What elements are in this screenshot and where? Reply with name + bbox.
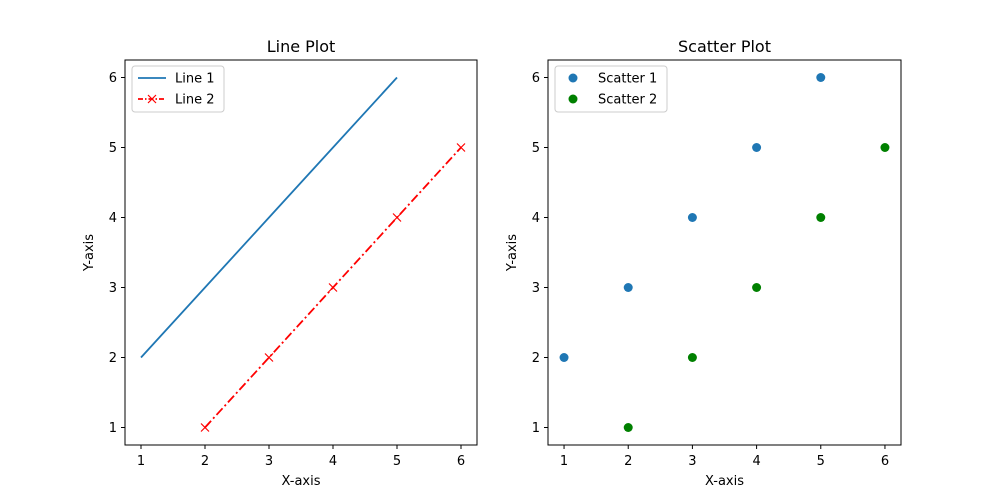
line-2-point-marker [328,283,338,292]
line-1-legend-label: Line 1 [175,72,215,87]
line-plot-x-tick-label: 1 [137,454,145,469]
scatter-1-point [752,143,762,152]
scatter-1-point [623,283,633,292]
line-2-point-marker [456,143,466,152]
scatter-plot-panel: Scatter Plot X-axis Y-axis 1 2 3 4 5 6 1 2 3 4 5 6 Scat… [505,37,902,489]
line-plot-x-tick-label: 3 [265,454,273,469]
scatter-plot-y-axis-label: Y-axis [505,234,520,272]
line-plot-x-tick-label: 5 [393,454,401,469]
line-plot-title: Line Plot [267,37,336,56]
line-2-point-marker [200,423,210,432]
scatter-plot-axes-frame [547,59,902,446]
scatter-1-point [559,353,569,362]
scatter-plot-x-tick-label: 5 [817,454,825,469]
scatter-1-legend-swatch [568,73,578,83]
line-1-line [140,76,398,359]
scatter-plot-x-tick-label: 1 [560,454,568,469]
line-2-legend-marker [147,94,157,104]
scatter-1-point [816,73,826,82]
scatter-plot-x-tick-label: 6 [881,454,889,469]
scatter-plot-y-tick-label: 3 [532,281,540,296]
line-plot-y-tick-label: 4 [109,211,117,226]
line-plot-y-axis-label: Y-axis [82,234,97,272]
line-plot-y-tick-label: 3 [109,281,117,296]
line-plot-y-tick-label: 6 [109,71,117,86]
scatter-plot-y-tick-label: 2 [532,351,540,366]
line-plot-panel: Line Plot X-axis Y-axis 1 2 3 4 5 6 1 2 3 4 5 6 Line 1 L… [82,37,478,489]
scatter-plot-y-tick-label: 5 [532,141,540,156]
scatter-2-point [816,213,826,222]
line-plot-y-tick-label: 5 [109,141,117,156]
scatter-2-point [687,353,697,362]
line-plot-x-tick-label: 6 [457,454,465,469]
scatter-plot-y-tick-label: 1 [532,421,540,436]
scatter-2-point [752,283,762,292]
scatter-2-legend-swatch [568,94,578,104]
line-plot-x-axis-label: X-axis [282,474,321,489]
scatter-plot-x-tick-label: 2 [624,454,632,469]
line-plot-x-tick-label: 2 [201,454,209,469]
scatter-plot-legend [554,65,668,113]
scatter-2-point [623,423,633,432]
scatter-1-legend-label: Scatter 1 [598,72,657,87]
line-2-point-marker [264,353,274,362]
line-2-point-marker [392,213,402,222]
scatter-2-point [880,143,890,152]
line-plot-y-tick-label: 1 [109,421,117,436]
line-plot-axes-frame [124,59,478,446]
scatter-plot-y-tick-label: 6 [532,71,540,86]
line-plot-y-tick-label: 2 [109,351,117,366]
line-2-legend-label: Line 2 [175,93,215,108]
scatter-plot-x-axis-label: X-axis [705,474,744,489]
line-plot-x-tick-label: 4 [329,454,337,469]
scatter-plot-x-tick-label: 3 [688,454,696,469]
scatter-plot-title: Scatter Plot [678,37,771,56]
scatter-plot-x-tick-label: 4 [752,454,760,469]
scatter-plot-y-tick-label: 4 [532,211,540,226]
scatter-1-point [687,213,697,222]
scatter-2-legend-label: Scatter 2 [598,93,657,108]
